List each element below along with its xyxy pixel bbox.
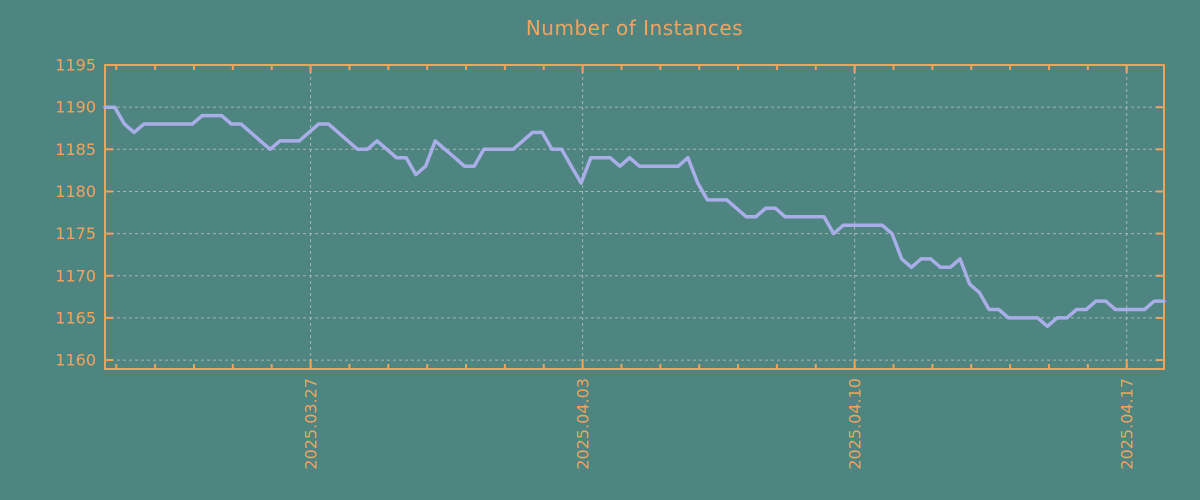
plot-border: [104, 64, 1165, 370]
chart-title: Number of Instances: [525, 16, 744, 40]
y-tick-label: 1160: [55, 351, 96, 370]
y-tick-label: 1195: [55, 56, 96, 75]
y-tick-label: 1185: [55, 140, 96, 159]
series-line: [103, 105, 1166, 329]
x-tick-label: 2025.04.17: [1118, 378, 1137, 470]
x-tick-label: 2025.04.10: [846, 378, 865, 470]
y-tick-label: 1165: [55, 308, 96, 327]
y-tick-label: 1175: [55, 224, 96, 243]
y-tick-label: 1190: [55, 98, 96, 117]
y-tick-label: 1180: [55, 182, 96, 201]
x-tick-label: 2025.04.03: [574, 378, 593, 470]
y-tick-label: 1170: [55, 266, 96, 285]
x-tick-label: 2025.03.27: [302, 378, 321, 470]
